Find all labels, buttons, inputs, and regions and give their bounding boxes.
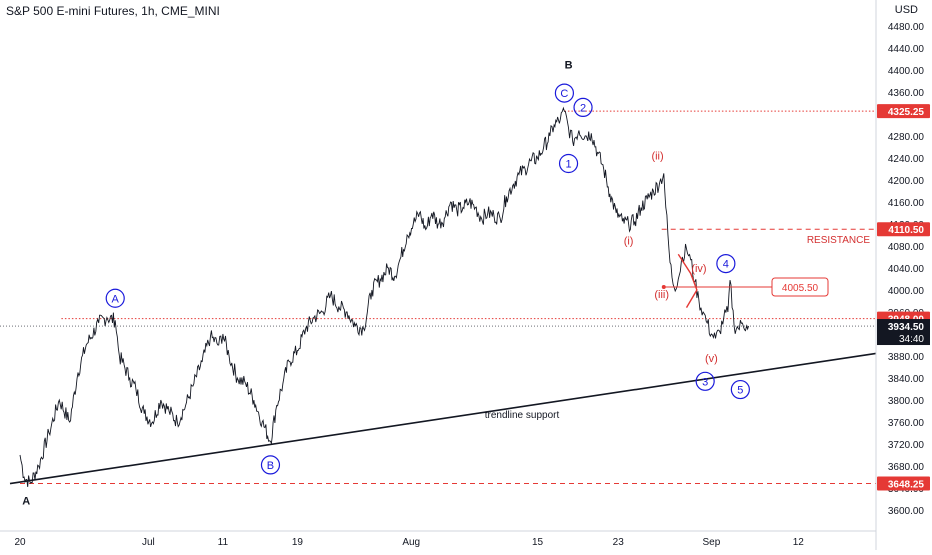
wave-circle xyxy=(716,254,736,274)
wave-label: A xyxy=(112,293,120,305)
wave-label: 3 xyxy=(702,376,708,388)
price-tick-label: 4440.00 xyxy=(888,44,925,55)
level-price-label: 3648.25 xyxy=(888,479,925,490)
price-tick-label: 4360.00 xyxy=(888,88,925,99)
wave-label: 2 xyxy=(580,102,586,114)
price-tick-label: 4040.00 xyxy=(888,264,925,275)
time-tick-label: 19 xyxy=(292,537,304,548)
wave-label: (v) xyxy=(705,353,718,365)
trendline-group: trendline support xyxy=(9,352,877,485)
wave-label: (ii) xyxy=(651,150,663,162)
level-price-label: 4325.25 xyxy=(888,107,925,118)
price-axis: 3600.003640.003680.003720.003760.003800.… xyxy=(875,0,932,550)
time-tick-label: Jul xyxy=(142,537,155,548)
chart-title: S&P 500 E-mini Futures, 1h, CME_MINI xyxy=(6,4,220,18)
time-tick-label: Sep xyxy=(702,537,720,548)
price-tick-label: 3840.00 xyxy=(888,374,925,385)
price-tick-label: 4200.00 xyxy=(888,176,925,187)
price-tick-label: 4280.00 xyxy=(888,132,925,143)
level-price-tag xyxy=(877,104,930,119)
wave-label: 5 xyxy=(737,385,743,397)
wave-circle xyxy=(695,371,715,391)
wave-circle xyxy=(730,379,750,400)
countdown-label: 34:40 xyxy=(899,334,924,345)
annotation-label: 4005.50 xyxy=(782,283,819,294)
wave-label: B xyxy=(267,460,274,472)
wave-label: C xyxy=(560,88,568,100)
time-tick-label: 11 xyxy=(218,537,229,548)
wave-circle xyxy=(105,288,125,308)
wave-label: B xyxy=(565,60,573,72)
trendline-label: trendline support xyxy=(485,410,560,421)
price-tick-label: 4000.00 xyxy=(888,286,925,297)
wave-label: (iii) xyxy=(654,289,669,301)
time-axis: 20 Jul 11 19 Aug 15 23 Sep 12 xyxy=(0,530,876,548)
price-series xyxy=(19,106,750,487)
price-tick-label: 4160.00 xyxy=(888,198,925,209)
price-tick-label: 4400.00 xyxy=(888,66,925,77)
wave-label: 1 xyxy=(565,159,571,171)
level-price-tag xyxy=(877,476,930,491)
price-tick-label: 3680.00 xyxy=(888,462,925,473)
wave-circle xyxy=(558,153,579,174)
annotations: RESISTANCE A B C 1 2 3 4 5 (i) (ii) (iii) (iv) (v) B A 4… xyxy=(22,60,870,508)
wave-iv-sketch xyxy=(677,253,698,308)
price-tick-label: 4240.00 xyxy=(888,154,925,165)
annotation-dot xyxy=(661,284,666,289)
currency-label: USD xyxy=(894,4,918,16)
price-tick-label: 3720.00 xyxy=(888,440,925,451)
trendline xyxy=(9,352,877,485)
resistance-label: RESISTANCE xyxy=(807,235,870,246)
price-tick-label: 4480.00 xyxy=(888,22,925,33)
last-price-tag xyxy=(877,319,930,346)
level-price-label: 4110.50 xyxy=(888,225,924,236)
horizontal-levels xyxy=(0,110,876,484)
wave-label: A xyxy=(22,496,30,508)
time-tick-label: 23 xyxy=(613,537,625,548)
wave-circle xyxy=(573,97,593,118)
price-tick-label: 3600.00 xyxy=(888,506,925,517)
wave-circle xyxy=(554,83,575,103)
price-line xyxy=(19,106,750,487)
annotation-box xyxy=(771,277,829,297)
time-tick-label: 20 xyxy=(14,537,26,548)
wave-label: 4 xyxy=(723,259,729,271)
price-tick-label: 3800.00 xyxy=(888,396,925,407)
price-tick-label: 4080.00 xyxy=(888,242,925,253)
time-tick-label: 12 xyxy=(793,537,805,548)
wave-label: (i) xyxy=(624,236,634,248)
wave-circle xyxy=(260,455,281,475)
last-price-label: 3934.50 xyxy=(888,322,925,333)
wave-label: (iv) xyxy=(691,263,706,275)
time-tick-label: Aug xyxy=(402,537,420,548)
price-axis-bg xyxy=(876,0,932,550)
time-tick-label: 15 xyxy=(532,537,544,548)
price-tick-label: 3880.00 xyxy=(888,352,925,363)
level-price-tag xyxy=(877,222,930,237)
price-tick-label: 3760.00 xyxy=(888,418,925,429)
